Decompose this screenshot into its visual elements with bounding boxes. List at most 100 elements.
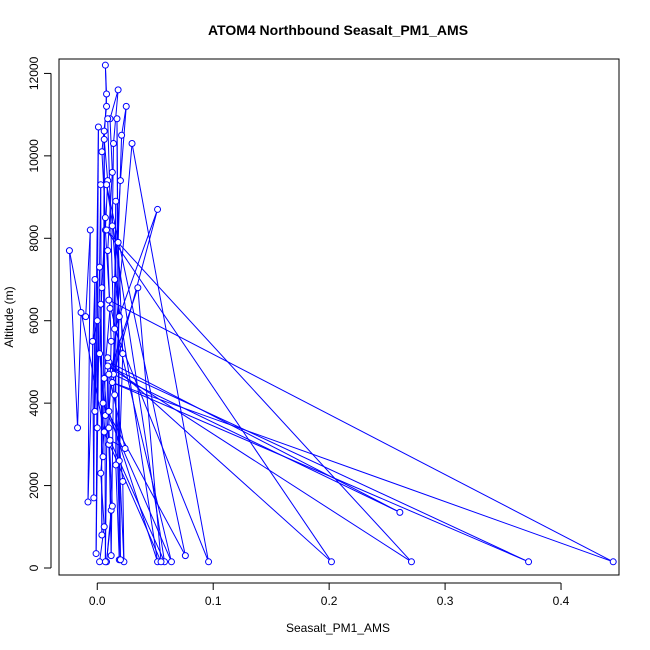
data-point bbox=[97, 469, 105, 477]
y-tick-label: 2000 bbox=[27, 472, 41, 499]
data-point bbox=[98, 531, 106, 539]
data-point bbox=[112, 461, 120, 469]
y-tick-label: 8000 bbox=[27, 225, 41, 252]
data-point bbox=[609, 558, 617, 566]
data-point bbox=[525, 558, 533, 566]
data-point bbox=[119, 350, 127, 358]
data-point bbox=[104, 115, 112, 123]
data-point bbox=[114, 238, 122, 246]
series-segment bbox=[68, 250, 79, 428]
data-point bbox=[114, 86, 122, 94]
x-tick-label: 0.2 bbox=[321, 594, 338, 608]
series-segment bbox=[114, 279, 159, 562]
data-point bbox=[93, 317, 101, 325]
series-segment bbox=[87, 230, 91, 503]
data-point bbox=[112, 197, 120, 205]
data-point bbox=[90, 494, 98, 502]
data-point bbox=[118, 131, 126, 139]
data-point bbox=[84, 498, 92, 506]
data-point bbox=[116, 177, 124, 185]
x-tick-label: 0.1 bbox=[205, 594, 222, 608]
series-segment bbox=[106, 184, 186, 556]
data-point bbox=[121, 444, 129, 452]
data-point bbox=[115, 313, 123, 321]
data-point bbox=[111, 391, 119, 399]
data-point bbox=[91, 407, 99, 415]
y-axis-title: Altitude (m) bbox=[2, 286, 16, 347]
data-point bbox=[111, 275, 119, 283]
data-point bbox=[134, 284, 142, 292]
data-point bbox=[100, 374, 108, 382]
data-point bbox=[107, 337, 115, 345]
data-point bbox=[65, 247, 73, 255]
data-point bbox=[105, 370, 113, 378]
series-segment bbox=[114, 209, 159, 330]
data-point bbox=[113, 115, 121, 123]
data-point bbox=[107, 552, 115, 560]
data-point bbox=[122, 102, 130, 110]
data-point bbox=[100, 523, 108, 531]
data-point bbox=[96, 350, 104, 358]
data-point bbox=[103, 90, 111, 98]
data-point bbox=[101, 61, 109, 69]
data-point bbox=[106, 304, 114, 312]
data-point bbox=[77, 308, 85, 316]
series-segment bbox=[116, 118, 121, 560]
data-point bbox=[100, 428, 108, 436]
series-lines bbox=[68, 65, 614, 563]
data-point bbox=[101, 214, 109, 222]
plot-area-frame bbox=[58, 58, 620, 576]
data-point bbox=[105, 424, 113, 432]
series-segment bbox=[108, 361, 401, 513]
chart-title: ATOM4 Northbound Seasalt_PM1_AMS bbox=[208, 22, 468, 38]
data-point bbox=[100, 127, 108, 135]
data-point bbox=[82, 313, 90, 321]
data-point bbox=[104, 362, 112, 370]
data-point bbox=[105, 296, 113, 304]
data-point bbox=[128, 139, 136, 147]
x-tick-label: 0.3 bbox=[437, 594, 454, 608]
data-point bbox=[108, 168, 116, 176]
data-point bbox=[103, 226, 111, 234]
data-point bbox=[104, 247, 112, 255]
data-point bbox=[108, 379, 116, 387]
data-point bbox=[108, 222, 116, 230]
series-segment bbox=[103, 131, 106, 562]
data-point bbox=[100, 135, 108, 143]
data-point bbox=[99, 399, 107, 407]
data-point bbox=[396, 508, 404, 516]
series-segment bbox=[92, 341, 95, 498]
data-point bbox=[99, 453, 107, 461]
x-axis: 0.0 0.1 0.2 0.3 0.4 bbox=[89, 582, 570, 608]
data-point bbox=[97, 181, 105, 189]
data-point bbox=[86, 226, 94, 234]
data-point bbox=[96, 263, 104, 271]
data-point bbox=[108, 502, 116, 510]
series-segment bbox=[113, 209, 159, 375]
series-segment bbox=[106, 229, 332, 563]
series-segment bbox=[108, 374, 126, 449]
y-tick-label: 10000 bbox=[27, 139, 41, 173]
series-segment bbox=[137, 287, 162, 562]
data-point bbox=[93, 424, 101, 432]
data-point bbox=[111, 325, 119, 333]
series-segment bbox=[106, 229, 412, 563]
series-segment bbox=[112, 382, 614, 563]
data-point bbox=[97, 300, 105, 308]
y-tick-label: 0 bbox=[27, 564, 41, 571]
data-point bbox=[89, 337, 97, 345]
data-point bbox=[181, 552, 189, 560]
y-tick-label: 12000 bbox=[27, 56, 41, 90]
series-segment bbox=[107, 365, 529, 563]
data-point bbox=[74, 424, 82, 432]
data-point bbox=[327, 558, 335, 566]
data-point bbox=[157, 558, 165, 566]
series-segment bbox=[87, 279, 96, 503]
data-point bbox=[104, 354, 112, 362]
series-segment bbox=[112, 382, 529, 563]
series-segment bbox=[109, 89, 119, 119]
y-axis: 0 2000 4000 6000 8000 10000 12000 bbox=[27, 56, 52, 571]
data-point bbox=[106, 436, 114, 444]
data-point bbox=[119, 477, 127, 485]
data-point bbox=[167, 558, 175, 566]
